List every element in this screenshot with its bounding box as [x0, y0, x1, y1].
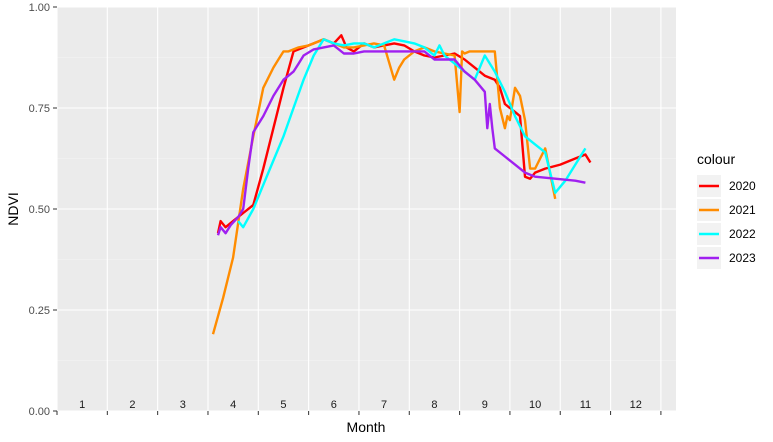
y-tick-label: 0.00 — [29, 406, 50, 418]
y-tick-label: 1.00 — [29, 2, 50, 14]
month-labels: 1 2 3 4 5 6 7 8 9 10 11 12 — [79, 399, 642, 411]
month-label: 5 — [280, 399, 286, 411]
y-axis: 0.00 0.25 0.50 0.75 1.00 — [29, 2, 57, 418]
legend: colour 2020 2021 2022 2023 — [697, 151, 756, 269]
x-axis — [56, 411, 662, 415]
series-line-2021 — [211, 38, 557, 335]
series-line-2023 — [216, 44, 586, 236]
month-label: 8 — [431, 399, 437, 411]
y-tick-label: 0.50 — [29, 204, 50, 216]
month-label: 1 — [79, 399, 85, 411]
legend-label-2021: 2021 — [729, 203, 756, 217]
legend-label-2020: 2020 — [729, 179, 756, 193]
series-line-2022 — [237, 38, 587, 229]
month-label: 7 — [381, 399, 387, 411]
month-label: 4 — [230, 399, 236, 411]
grid-lines — [56, 6, 676, 412]
month-label: 2 — [129, 399, 135, 411]
data-series — [211, 34, 592, 335]
legend-label-2022: 2022 — [729, 227, 756, 241]
y-axis-title: NDVI — [5, 192, 21, 225]
month-label: 9 — [482, 399, 488, 411]
legend-title: colour — [697, 151, 735, 167]
x-axis-title: Month — [347, 419, 386, 435]
month-label: 6 — [331, 399, 337, 411]
month-label: 10 — [529, 399, 541, 411]
series-line-2020 — [216, 34, 592, 234]
legend-label-2023: 2023 — [729, 251, 756, 265]
month-label: 3 — [180, 399, 186, 411]
month-label: 11 — [580, 399, 591, 411]
y-tick-label: 0.25 — [29, 305, 50, 317]
month-label: 12 — [630, 399, 642, 411]
y-tick-label: 0.75 — [29, 103, 50, 115]
